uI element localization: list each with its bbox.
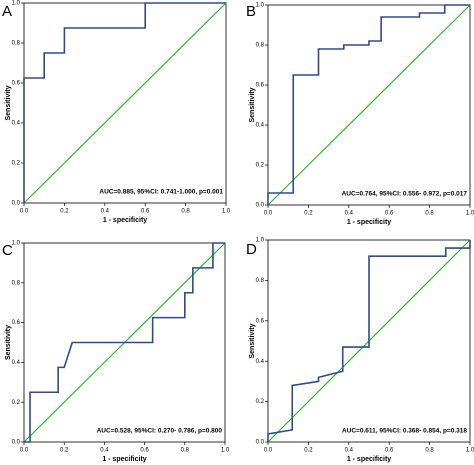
roc-curve bbox=[267, 240, 471, 442]
x-axis-title: 1 - specificity bbox=[102, 456, 146, 463]
x-tick-label: 1.0 bbox=[222, 209, 231, 215]
chart-panel: 0.0 0.2 0.4 0.6 0.8 1.0 0.0 0.2 0.4 0.6 0.8 1.0 AUC=… bbox=[2, 1, 231, 224]
x-tick-label: 0.2 bbox=[304, 448, 313, 454]
y-tick-label: 0.6 bbox=[12, 320, 21, 326]
x-axis-title: 1 - specificity bbox=[347, 456, 391, 463]
plot-frame bbox=[267, 4, 471, 206]
x-tick-label: 0.6 bbox=[141, 209, 150, 215]
x-axis-title: 1 - specificity bbox=[103, 217, 147, 224]
y-tick-label: 0.6 bbox=[256, 83, 265, 89]
plot-frame bbox=[267, 239, 471, 443]
y-tick-label: 0.0 bbox=[12, 440, 21, 446]
x-tick-label: 1.0 bbox=[466, 211, 474, 217]
y-tick-label: 1.0 bbox=[256, 3, 265, 9]
x-tick-label: 0.2 bbox=[60, 448, 69, 454]
y-tick-label: 0.6 bbox=[12, 81, 21, 87]
panel-label: C bbox=[2, 242, 13, 259]
x-tick-label: 0.8 bbox=[425, 448, 434, 454]
panel-label: B bbox=[246, 3, 256, 20]
y-tick-label: 1.0 bbox=[256, 238, 265, 244]
plot-frame bbox=[23, 242, 226, 443]
x-tick-label: 0.6 bbox=[385, 211, 394, 217]
panel-label: D bbox=[246, 241, 257, 258]
chart-panel: 0.0 0.2 0.4 0.6 0.8 1.0 0.0 0.2 0.4 0.6 0.8 1.0 AUC=… bbox=[2, 241, 230, 463]
x-tick-label: 0.4 bbox=[100, 448, 109, 454]
y-axis-title: Sensitivity bbox=[249, 87, 256, 122]
y-tick-label: 0.2 bbox=[12, 400, 21, 406]
x-tick-label: 0.8 bbox=[425, 211, 434, 217]
y-tick-label: 0.6 bbox=[256, 318, 265, 324]
x-tick-label: 0.4 bbox=[345, 448, 354, 454]
x-tick-label: 0.2 bbox=[304, 211, 313, 217]
x-tick-label: 0.0 bbox=[264, 211, 273, 217]
reference-line bbox=[23, 2, 227, 204]
y-tick-label: 0.8 bbox=[256, 278, 265, 284]
annotation: AUC=0.611, 95%CI: 0.368- 0.854, p=0.318 bbox=[342, 428, 467, 435]
x-tick-label: 0.2 bbox=[60, 209, 69, 215]
y-tick-label: 0.4 bbox=[12, 121, 21, 127]
roc-curve bbox=[23, 2, 226, 203]
y-axis-title: Sensitivity bbox=[5, 325, 12, 360]
y-tick-label: 0.8 bbox=[256, 43, 265, 49]
x-tick-label: 1.0 bbox=[221, 448, 230, 454]
panel-label: A bbox=[2, 3, 12, 20]
x-tick-label: 0.0 bbox=[20, 448, 29, 454]
chart-panel: 0.0 0.2 0.4 0.6 0.8 1.0 0.0 0.2 0.4 0.6 0.8 1.0 AUC=… bbox=[246, 238, 474, 463]
y-tick-label: 0.2 bbox=[256, 163, 265, 169]
x-tick-label: 0.8 bbox=[181, 209, 190, 215]
y-axis-title: Sensitivity bbox=[5, 85, 12, 120]
y-tick-label: 0.4 bbox=[256, 123, 265, 129]
x-tick-label: 0.6 bbox=[140, 448, 149, 454]
x-axis-title: 1 - specificity bbox=[347, 219, 391, 226]
y-tick-label: 0.4 bbox=[12, 360, 21, 366]
y-tick-label: 0.0 bbox=[12, 201, 21, 207]
x-tick-label: 0.0 bbox=[264, 448, 273, 454]
y-tick-label: 1.0 bbox=[12, 241, 21, 247]
chart-panel: 0.0 0.2 0.4 0.6 0.8 1.0 0.0 0.2 0.4 0.6 0.8 1.0 AUC=… bbox=[246, 3, 474, 226]
roc-curve bbox=[24, 242, 225, 443]
x-tick-label: 0.4 bbox=[345, 211, 354, 217]
y-tick-label: 0.8 bbox=[12, 41, 21, 47]
y-tick-label: 1.0 bbox=[12, 1, 21, 7]
x-tick-label: 1.0 bbox=[466, 448, 474, 454]
y-tick-label: 0.0 bbox=[256, 203, 265, 209]
roc-curve bbox=[267, 4, 470, 205]
y-tick-label: 0.0 bbox=[256, 440, 265, 446]
annotation: AUC=0.885, 95%CI: 0.741-1.000, p=0.001 bbox=[99, 189, 223, 196]
x-tick-label: 0.8 bbox=[181, 448, 190, 454]
y-axis-title: Sensitivity bbox=[249, 323, 256, 358]
reference-line bbox=[267, 4, 471, 206]
annotation: AUC=0.764, 95%CI: 0.556- 0.972, p=0.017 bbox=[342, 191, 468, 198]
x-tick-label: 0.4 bbox=[101, 209, 110, 215]
y-tick-label: 0.4 bbox=[256, 359, 265, 365]
y-tick-label: 0.8 bbox=[12, 280, 21, 286]
y-tick-label: 0.2 bbox=[12, 161, 21, 167]
annotation: AUC=0.528, 95%CI: 0.270- 0.786, p=0.800 bbox=[97, 428, 223, 435]
x-tick-label: 0.0 bbox=[20, 209, 29, 215]
y-tick-label: 0.2 bbox=[256, 399, 265, 405]
x-tick-label: 0.6 bbox=[385, 448, 394, 454]
